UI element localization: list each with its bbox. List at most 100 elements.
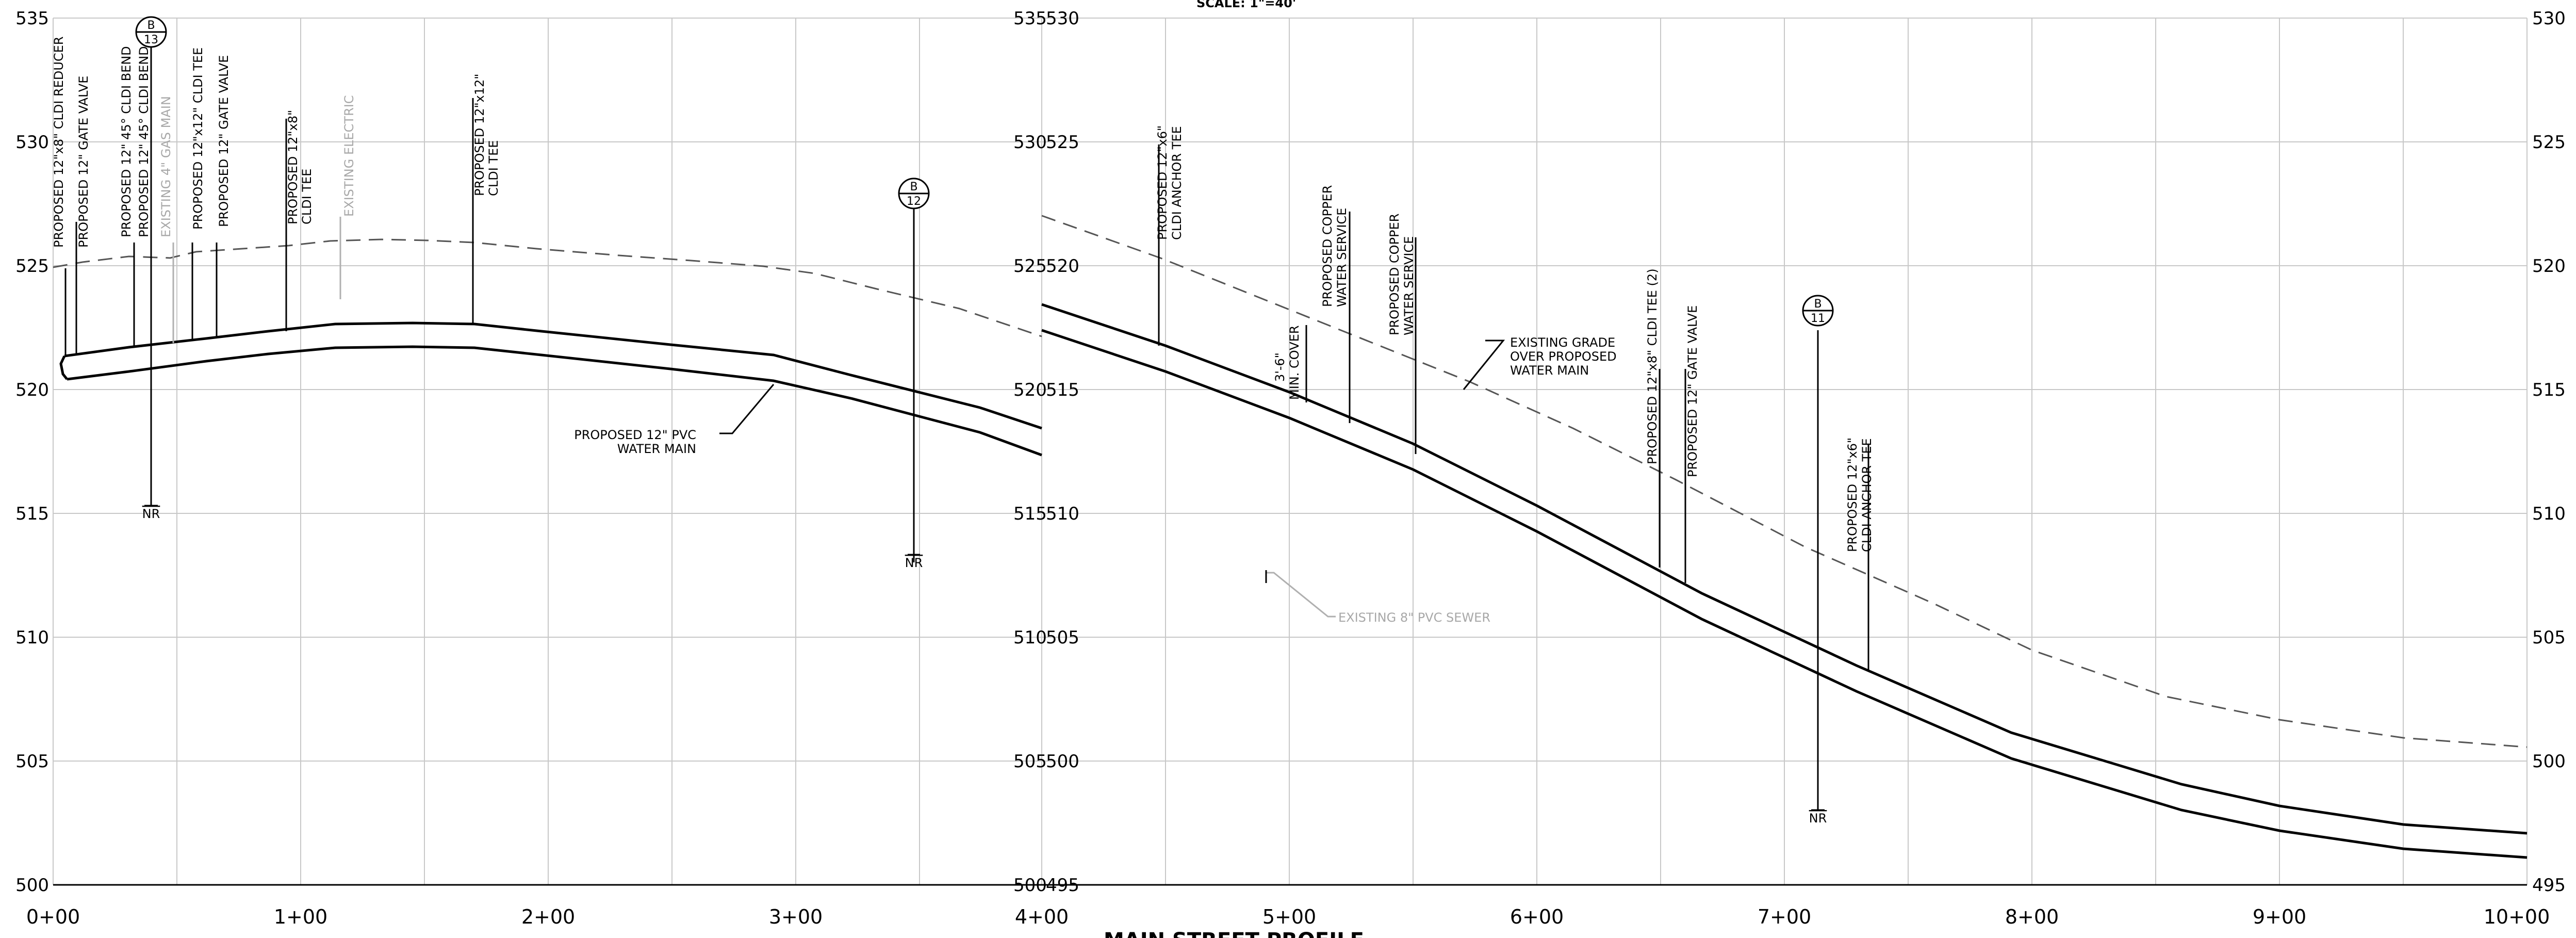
callout-tee-1: PROPOSED 12"x12" CLDI TEE (191, 47, 205, 230)
elev-label: 530 (2532, 8, 2566, 29)
grade-label-line2: OVER PROPOSED (1510, 349, 1617, 364)
elev-label: 505 (1046, 627, 1079, 648)
elev-label: 515 (1013, 504, 1047, 524)
detail-bubble: B 12 (898, 177, 930, 209)
elev-label: 510 (1013, 627, 1047, 648)
callout-electric: EXISTING ELECTRIC (342, 95, 356, 217)
elev-label: 500 (2532, 751, 2566, 772)
bubble-bottom: 12 (907, 195, 921, 208)
left-callout-leaders (64, 26, 920, 562)
elev-label: 525 (1046, 132, 1079, 153)
elev-label: 530 (1046, 8, 1079, 29)
detail-bubble: B 11 (1802, 295, 1834, 327)
callout-gas-main: EXISTING 4" GAS MAIN (159, 96, 173, 237)
elev-label: 495 (2532, 875, 2566, 896)
station-labels: 0+00 1+00 2+00 3+00 4+00 5+00 6+00 7+00 … (26, 905, 2550, 928)
pipe-label-line2: WATER MAIN (617, 442, 696, 456)
callout-anchor-tee-2-line1: PROPOSED 12"x6" (1845, 438, 1860, 552)
pipe-label-left: PROPOSED 12" PVC WATER MAIN (574, 384, 775, 456)
elev-label: 520 (15, 380, 49, 400)
water-main-top-left (64, 321, 1042, 430)
station-label: 1+00 (274, 905, 327, 928)
elev-label: 525 (1013, 256, 1047, 277)
station-label: 6+00 (1510, 905, 1564, 928)
elev-label: 535 (1013, 8, 1047, 29)
grade-label-line1: EXISTING GRADE (1510, 335, 1615, 350)
left-panel-elevations: 535 530 525 520 515 510 505 500 (15, 8, 49, 896)
callout-cover-line2: MIN. COVER (1287, 326, 1302, 400)
elev-label: 505 (15, 751, 49, 772)
callout-anchor-tee-2-line2: CLDI ANCHOR TEE (1860, 438, 1874, 552)
existing-grade-left (53, 238, 1042, 337)
elev-label: 530 (15, 132, 49, 153)
detail-bubble: B 13 (135, 16, 167, 48)
nr-label: NR (142, 507, 160, 521)
nr-label: NR (1809, 811, 1827, 826)
station-label: 0+00 (26, 905, 80, 928)
water-main-end-cap (59, 355, 68, 380)
bubble-top: B (910, 181, 917, 193)
callout-anchor-tee-1-line2: CLDI ANCHOR TEE (1170, 126, 1184, 240)
elev-label: 500 (1013, 875, 1047, 896)
callout-gate-valve-3: PROPOSED 12" GATE VALVE (1685, 305, 1700, 477)
bubble-top: B (147, 19, 155, 32)
callout-tee-3-line2: CLDI TEE (486, 140, 501, 196)
callout-bend-2: PROPOSED 12" 45° CLDI BEND (137, 46, 151, 237)
bubble-bottom: 11 (1811, 312, 1825, 325)
water-main-top-right (1041, 303, 2528, 835)
elev-label: 505 (1013, 751, 1047, 772)
elev-label: 530 (1013, 132, 1047, 153)
sewer-label: EXISTING 8" PVC SEWER (1338, 610, 1490, 625)
right-callout-leaders (1158, 144, 1869, 811)
water-main-bottom-left (67, 345, 1042, 457)
station-label: 9+00 (2253, 905, 2306, 928)
station-label: 5+00 (1262, 905, 1316, 928)
elev-label: 495 (1046, 875, 1079, 896)
station-label: 3+00 (769, 905, 823, 928)
station-label: 2+00 (521, 905, 575, 928)
elev-label: 515 (2532, 380, 2566, 400)
elev-label: 525 (2532, 132, 2566, 153)
callout-tee-3-line1: PROPOSED 12"x12" (472, 74, 487, 196)
callout-tee-2-line1: PROPOSED 12"x8" (286, 110, 300, 224)
station-label: 4+00 (1015, 905, 1069, 928)
elev-label: 535 (15, 8, 49, 29)
grade-label: EXISTING GRADE OVER PROPOSED WATER MAIN (1510, 335, 1617, 378)
elev-label: 515 (15, 504, 49, 524)
callout-gate-valve-1: PROPOSED 12" GATE VALVE (76, 76, 91, 248)
station-label: 8+00 (2005, 905, 2059, 928)
callout-cover-line1: 3'-6" (1273, 352, 1287, 382)
elev-label: 515 (1046, 380, 1079, 400)
elev-label: 520 (2532, 256, 2566, 277)
elev-label: 520 (1013, 380, 1047, 400)
right-panel-grid (1042, 18, 2528, 886)
left-callouts: PROPOSED 12"x8" CLDI REDUCER PROPOSED 12… (52, 37, 501, 248)
right-callouts: PROPOSED 12"x6" CLDI ANCHOR TEE 3'-6" MI… (1155, 125, 1874, 552)
callout-copper-2-line1: PROPOSED COPPER (1387, 214, 1402, 335)
elev-label: 500 (15, 875, 49, 896)
callout-anchor-tee-1-line1: PROPOSED 12"x6" (1155, 125, 1170, 240)
left-panel-grid (53, 18, 1042, 886)
callout-reducer: PROPOSED 12"x8" CLDI REDUCER (52, 37, 66, 248)
elev-label: 510 (2532, 504, 2566, 524)
center-elevations: 535 530 525 520 515 510 505 500 530 525 … (1013, 8, 1079, 896)
station-label: 7+00 (1758, 905, 1811, 928)
callout-gate-valve-2: PROPOSED 12" GATE VALVE (217, 55, 231, 227)
callout-bend-1: PROPOSED 12" 45° CLDI BEND (119, 46, 134, 237)
elev-label: 510 (15, 627, 49, 648)
station-label: 10+00 (2484, 905, 2550, 928)
scale-note: SCALE: 1"=40' (1196, 0, 1296, 10)
callout-tee-8-2: PROPOSED 12"x8" CLDI TEE (2) (1645, 268, 1660, 464)
callout-tee-2-line2: CLDI TEE (300, 169, 314, 224)
elev-label: 520 (1046, 256, 1079, 277)
callout-copper-1-line1: PROPOSED COPPER (1320, 185, 1335, 307)
callout-copper-1-line2: WATER SERVICE (1335, 208, 1349, 307)
elev-label: 505 (2532, 627, 2566, 648)
bubble-top: B (1814, 298, 1822, 311)
right-panel-elevations: 530 525 520 515 510 505 500 495 (2532, 8, 2566, 896)
bubble-bottom: 13 (144, 34, 158, 46)
callout-copper-2-line2: WATER SERVICE (1402, 236, 1416, 335)
pipe-label-line1: PROPOSED 12" PVC (574, 428, 696, 442)
elev-label: 510 (1046, 504, 1079, 524)
